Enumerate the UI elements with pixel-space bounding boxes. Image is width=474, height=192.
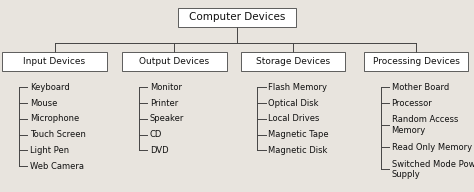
FancyBboxPatch shape bbox=[364, 52, 468, 71]
Text: Microphone: Microphone bbox=[30, 114, 79, 123]
Text: Monitor: Monitor bbox=[150, 83, 182, 92]
Text: Random Access
Memory: Random Access Memory bbox=[392, 115, 458, 135]
FancyBboxPatch shape bbox=[178, 8, 296, 27]
Text: Flash Memory: Flash Memory bbox=[268, 83, 327, 92]
Text: Printer: Printer bbox=[150, 99, 178, 108]
Text: Input Devices: Input Devices bbox=[23, 57, 86, 66]
Text: Magnetic Disk: Magnetic Disk bbox=[268, 146, 328, 155]
Text: Web Camera: Web Camera bbox=[30, 162, 84, 170]
FancyBboxPatch shape bbox=[2, 52, 107, 71]
Text: Optical Disk: Optical Disk bbox=[268, 99, 319, 108]
Text: Output Devices: Output Devices bbox=[139, 57, 210, 66]
Text: Keyboard: Keyboard bbox=[30, 83, 70, 92]
Text: Speaker: Speaker bbox=[150, 114, 184, 123]
Text: Touch Screen: Touch Screen bbox=[30, 130, 86, 139]
Text: Light Pen: Light Pen bbox=[30, 146, 69, 155]
Text: Read Only Memory: Read Only Memory bbox=[392, 143, 472, 152]
FancyBboxPatch shape bbox=[122, 52, 227, 71]
Text: Local Drives: Local Drives bbox=[268, 114, 319, 123]
FancyBboxPatch shape bbox=[241, 52, 345, 71]
Text: Magnetic Tape: Magnetic Tape bbox=[268, 130, 329, 139]
Text: DVD: DVD bbox=[150, 146, 168, 155]
Text: Processing Devices: Processing Devices bbox=[373, 57, 460, 66]
Text: Computer Devices: Computer Devices bbox=[189, 12, 285, 22]
Text: Storage Devices: Storage Devices bbox=[256, 57, 330, 66]
Text: CD: CD bbox=[150, 130, 162, 139]
Text: Processor: Processor bbox=[392, 99, 432, 108]
Text: Mother Board: Mother Board bbox=[392, 83, 449, 92]
Text: Mouse: Mouse bbox=[30, 99, 57, 108]
Text: Switched Mode Power
Supply: Switched Mode Power Supply bbox=[392, 160, 474, 179]
